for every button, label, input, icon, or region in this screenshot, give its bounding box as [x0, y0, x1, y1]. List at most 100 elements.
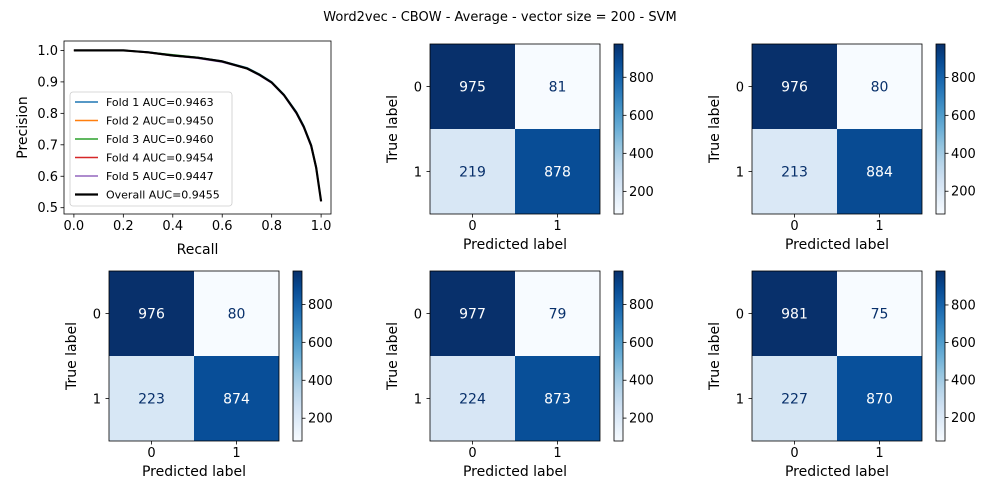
- y-axis-label: True label: [707, 95, 723, 164]
- colorbar-tick-label: 600: [951, 336, 976, 351]
- x-tick-label: 0.2: [113, 219, 134, 234]
- x-tick-label: 0: [468, 446, 476, 461]
- matrix-cell: [430, 44, 515, 129]
- matrix-frame: [108, 270, 280, 442]
- colorbar-tick-label: 800: [951, 71, 976, 86]
- cell-value: 981: [781, 307, 808, 323]
- y-tick-label: 0: [93, 308, 101, 323]
- y-axis-label: Precision: [15, 96, 31, 158]
- x-tick-label: 0.4: [162, 219, 183, 234]
- colorbar-tick-label: 800: [629, 298, 654, 313]
- cell-value: 870: [866, 392, 893, 408]
- y-tick-label: 1: [414, 393, 422, 408]
- pr-axes-frame: [63, 40, 332, 215]
- y-tick-label: 0: [736, 81, 744, 96]
- colorbar: [613, 270, 624, 442]
- matrix-frame: [429, 270, 601, 442]
- x-tick-label: 1: [553, 446, 561, 461]
- matrix-cell: [109, 271, 194, 356]
- x-tick-label: 0.8: [261, 219, 282, 234]
- colorbar-tick-label: 600: [308, 336, 333, 351]
- matrix-cell: [430, 271, 515, 356]
- matrix-cell: [752, 271, 837, 356]
- confusion-matrix-3: 976 80 223 874 0 1 0 1 Predicted label True label…: [64, 270, 333, 480]
- colorbar: [935, 43, 946, 215]
- x-tick-label: 1: [875, 219, 883, 234]
- pr-curves: [73, 49, 323, 202]
- colorbar-tick-label: 200: [629, 185, 654, 200]
- matrix-cell: [752, 44, 837, 129]
- legend: Fold 1 AUC=0.9463 Fold 2 AUC=0.9450 Fold 3…: [69, 91, 233, 207]
- colorbar: [935, 270, 946, 442]
- x-tick-label: 0.6: [212, 219, 233, 234]
- x-tick-label: 0: [468, 219, 476, 234]
- colorbar-tick-label: 600: [629, 336, 654, 351]
- x-tick-label: 0: [790, 219, 798, 234]
- legend-entry: Fold 3 AUC=0.9460: [106, 133, 214, 146]
- y-tick-label: 1: [736, 166, 744, 181]
- x-tick-label: 1: [553, 219, 561, 234]
- colorbar-tick-label: 200: [951, 185, 976, 200]
- cell-value: 975: [459, 80, 486, 96]
- cell-value: 219: [459, 165, 486, 181]
- x-axis-label: Predicted label: [463, 464, 567, 480]
- cell-value: 884: [866, 165, 893, 181]
- x-tick-label: 1.0: [311, 219, 332, 234]
- colorbar-tick-label: 200: [308, 412, 333, 427]
- y-axis-label: True label: [707, 322, 723, 391]
- x-tick-label: 0: [147, 446, 155, 461]
- matrix-cell: [837, 271, 922, 356]
- colorbar-tick-label: 400: [308, 374, 333, 389]
- cell-value: 874: [223, 392, 250, 408]
- figure-suptitle: Word2vec - CBOW - Average - vector size …: [323, 10, 677, 25]
- matrix-cell: [194, 271, 279, 356]
- y-tick-label: 1: [93, 393, 101, 408]
- y-axis-label: True label: [64, 322, 80, 391]
- x-tick-label: 1: [232, 446, 240, 461]
- colorbar-tick-label: 200: [629, 412, 654, 427]
- confusion-matrix-4: 977 79 224 873 0 1 0 1 Predicted label True label…: [385, 270, 654, 480]
- cell-value: 223: [138, 392, 165, 408]
- cell-value: 878: [544, 165, 571, 181]
- legend-entry: Fold 5 AUC=0.9447: [106, 170, 214, 183]
- legend-entry: Fold 4 AUC=0.9454: [106, 152, 214, 165]
- x-axis-label: Predicted label: [142, 464, 246, 480]
- y-tick-label: 0.9: [37, 75, 58, 90]
- legend-box: [69, 91, 233, 207]
- confusion-matrix-1: 975 81 219 878 0 1 0 1 Predicted label True label…: [385, 43, 654, 253]
- y-tick-label: 0: [414, 308, 422, 323]
- matrix-cell: [515, 129, 600, 214]
- cell-value: 977: [459, 307, 486, 323]
- cell-value: 75: [871, 307, 889, 323]
- cell-value: 224: [459, 392, 486, 408]
- colorbar-tick-label: 600: [629, 109, 654, 124]
- colorbar-tick-label: 200: [951, 411, 976, 426]
- colorbar-tick-label: 400: [629, 147, 654, 162]
- matrix-cell: [194, 356, 279, 441]
- x-axis-label: Predicted label: [785, 464, 889, 480]
- colorbar-tick-label: 800: [308, 298, 333, 313]
- matrix-cell: [752, 129, 837, 214]
- matrix-frame: [751, 43, 923, 215]
- precision-recall-chart: 0.0 0.2 0.4 0.6 0.8 1.0 0.5 0.6 0.7 0.8 0.9 1.0 Reca…: [15, 40, 332, 258]
- cell-value: 79: [549, 307, 567, 323]
- y-tick-label: 0.8: [37, 107, 58, 122]
- colorbar: [292, 270, 303, 442]
- y-tick-label: 1: [414, 166, 422, 181]
- y-tick-label: 0.7: [37, 138, 58, 153]
- y-tick-label: 0: [736, 308, 744, 323]
- x-axis-label: Predicted label: [785, 237, 889, 253]
- y-axis-label: True label: [385, 95, 401, 164]
- matrix-cell: [515, 356, 600, 441]
- x-tick-label: 0.0: [64, 219, 85, 234]
- confusion-matrix-2: 976 80 213 884 0 1 0 1 Predicted label True label…: [707, 43, 976, 253]
- matrix-cell: [837, 44, 922, 129]
- colorbar-tick-label: 400: [951, 374, 976, 389]
- matrix-cell: [837, 356, 922, 441]
- colorbar-tick-label: 800: [951, 298, 976, 313]
- x-axis-label: Predicted label: [463, 237, 567, 253]
- cell-value: 80: [228, 307, 246, 323]
- matrix-frame: [751, 270, 923, 442]
- y-tick-label: 0: [414, 81, 422, 96]
